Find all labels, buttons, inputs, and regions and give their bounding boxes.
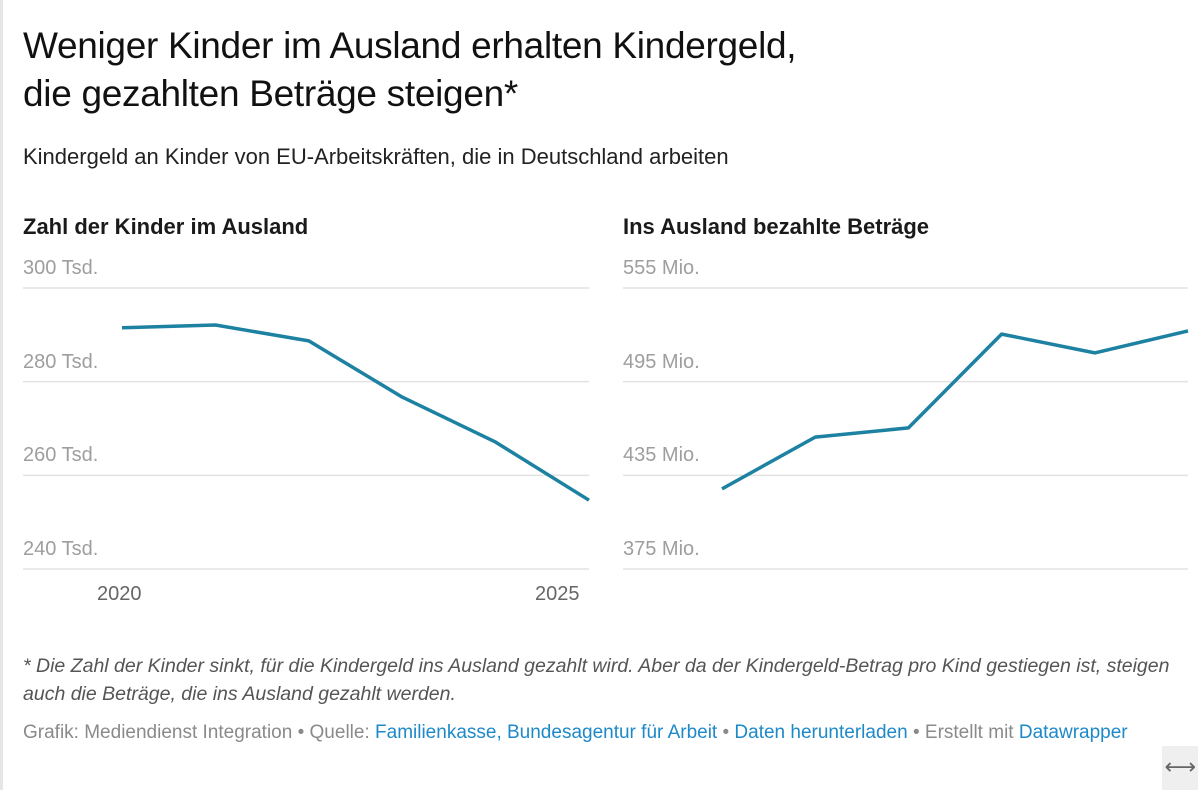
y-tick-label: 555 Mio. xyxy=(623,257,700,279)
left-border xyxy=(0,0,3,790)
byline-grafik: Grafik: Mediendienst Integration xyxy=(23,722,293,743)
datawrapper-link[interactable]: Datawrapper xyxy=(1018,722,1128,743)
y-tick-label: 435 Mio. xyxy=(623,444,700,467)
x-tick-label: 2020 xyxy=(97,583,142,605)
panel-title-amounts: Ins Ausland bezahlte Beträge xyxy=(623,214,930,239)
y-tick-label: 240 Tsd. xyxy=(23,538,99,560)
data-point[interactable] xyxy=(398,393,406,401)
data-point[interactable] xyxy=(585,496,593,504)
x-tick-label: 2025 xyxy=(535,583,580,605)
data-point[interactable] xyxy=(492,438,500,446)
panel-title-children: Zahl der Kinder im Ausland xyxy=(23,214,309,239)
byline: Grafik: Mediendienst Integration • Quell… xyxy=(23,719,1168,747)
separator: • xyxy=(292,722,310,743)
byline-quelle: Quelle: xyxy=(309,722,376,743)
y-tick-label: 300 Tsd. xyxy=(23,257,99,279)
title-line-2: die gezahlten Beträge steigen* xyxy=(23,73,518,114)
y-tick-label: 260 Tsd. xyxy=(23,444,99,467)
download-data-link[interactable]: Daten herunterladen xyxy=(734,722,908,743)
data-point[interactable] xyxy=(811,433,819,441)
data-point[interactable] xyxy=(718,485,726,493)
chart-title: Weniger Kinder im Ausland erhalten Kinde… xyxy=(23,22,797,118)
title-line-1: Weniger Kinder im Ausland erhalten Kinde… xyxy=(23,25,797,66)
data-point[interactable] xyxy=(305,337,313,345)
data-point[interactable] xyxy=(118,324,126,332)
data-point[interactable] xyxy=(1184,327,1192,335)
data-point[interactable] xyxy=(211,321,219,329)
chart-subtitle: Kindergeld an Kinder von EU-Arbeitskräft… xyxy=(23,144,729,169)
series-line-1 xyxy=(721,329,1189,491)
footnote: * Die Zahl der Kinder sinkt, für die Kin… xyxy=(23,655,1170,705)
separator: • xyxy=(717,722,735,743)
separator: • xyxy=(907,722,925,743)
series-line-0 xyxy=(121,323,590,502)
byline-created-with: Erstellt mit xyxy=(924,722,1019,743)
y-tick-label: 495 Mio. xyxy=(623,350,700,373)
source-link[interactable]: Familienkasse, Bundesagentur für Arbeit xyxy=(375,722,718,743)
data-point[interactable] xyxy=(904,424,912,432)
resize-horizontal-icon[interactable]: ⟷ xyxy=(1162,746,1198,790)
y-tick-label: 280 Tsd. xyxy=(23,350,99,373)
data-point[interactable] xyxy=(998,330,1006,338)
y-tick-label: 375 Mio. xyxy=(623,538,700,560)
data-point[interactable] xyxy=(1091,349,1099,357)
